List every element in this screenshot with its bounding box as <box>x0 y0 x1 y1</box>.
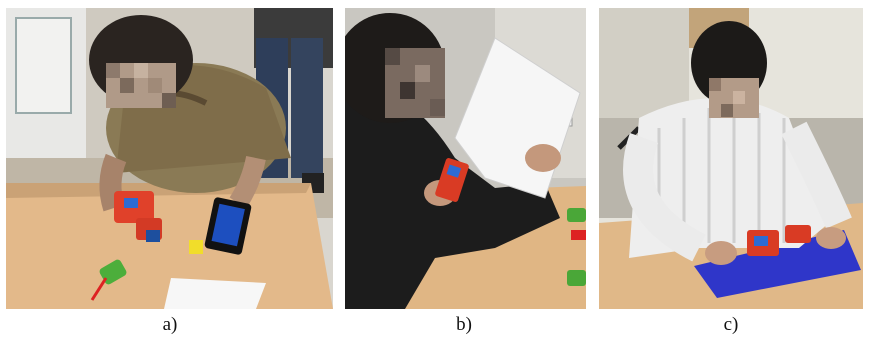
photo-panel-b <box>345 8 586 309</box>
photo-b-scene <box>345 8 586 309</box>
caption-c: c) <box>723 314 739 335</box>
caption-a: a) <box>162 314 178 335</box>
photo-a-scene <box>6 8 333 309</box>
photo-c-scene <box>599 8 863 309</box>
photo-panel-c <box>599 8 863 309</box>
photo-panel-a <box>6 8 333 309</box>
caption-b: b) <box>456 314 472 335</box>
